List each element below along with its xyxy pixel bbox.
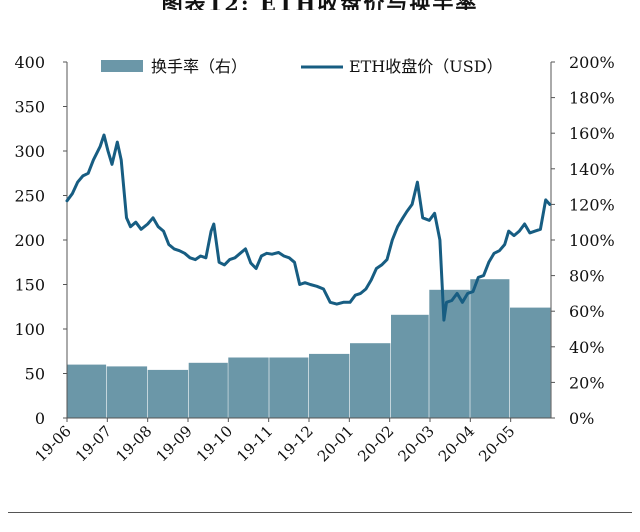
x-tick-label: 20-02 xyxy=(354,422,397,465)
right-tick-label: 20% xyxy=(569,373,605,392)
left-tick-label: 50 xyxy=(25,365,45,384)
x-tick-label: 19-08 xyxy=(112,422,155,465)
turnover-bar xyxy=(147,369,189,418)
turnover-bar xyxy=(510,307,551,418)
right-tick-label: 80% xyxy=(569,267,605,286)
figure-title: 图表12: ETH收盘价与换手率 xyxy=(162,0,479,10)
x-tick-label: 19-06 xyxy=(32,422,75,465)
turnover-bar xyxy=(67,364,107,418)
turnover-bar xyxy=(309,353,350,418)
legend-line-label: ETH收盘价（USD） xyxy=(349,57,503,76)
right-tick-label: 180% xyxy=(569,89,615,108)
price-series-line xyxy=(65,133,552,322)
turnover-bar xyxy=(350,343,391,418)
left-tick-label: 400 xyxy=(14,53,45,72)
x-tick-label: 20-05 xyxy=(475,422,518,465)
x-tick-label: 19-11 xyxy=(233,422,276,465)
x-tick-label: 19-09 xyxy=(153,422,196,465)
legend: 换手率（右） ETH收盘价（USD） xyxy=(101,57,503,76)
left-tick-label: 0 xyxy=(35,409,45,428)
left-tick-label: 250 xyxy=(14,187,45,206)
turnover-bar xyxy=(429,289,470,418)
footer-rule xyxy=(8,512,632,513)
right-tick-label: 200% xyxy=(569,53,615,72)
turnover-bar xyxy=(391,314,429,418)
x-tick-label: 19-10 xyxy=(193,422,236,465)
right-tick-label: 60% xyxy=(569,302,605,321)
x-tick-label: 20-01 xyxy=(314,422,357,465)
turnover-bars xyxy=(67,279,551,418)
left-tick-label: 350 xyxy=(14,98,45,117)
turnover-bar xyxy=(188,362,228,418)
right-tick-label: 100% xyxy=(569,231,615,250)
legend-bar-swatch xyxy=(101,60,143,72)
right-tick-label: 40% xyxy=(569,338,605,357)
x-tick-label: 19-07 xyxy=(72,422,115,465)
right-tick-label: 140% xyxy=(569,160,615,179)
left-tick-label: 100 xyxy=(14,320,45,339)
right-tick-label: 160% xyxy=(569,124,615,143)
x-tick-label: 20-03 xyxy=(395,422,438,465)
price-line xyxy=(65,133,552,322)
turnover-bar xyxy=(106,366,148,418)
turnover-bar xyxy=(269,357,309,418)
x-tick-label: 19-12 xyxy=(274,422,317,465)
right-tick-label: 120% xyxy=(569,195,615,214)
right-tick-label: 0% xyxy=(569,409,594,428)
figure-footer xyxy=(0,512,640,528)
left-tick-label: 150 xyxy=(14,276,45,295)
figure-header: 图表12: ETH收盘价与换手率 xyxy=(0,0,640,10)
turnover-bar xyxy=(228,357,269,418)
x-tick-label: 20-04 xyxy=(435,422,478,465)
turnover-bar xyxy=(470,279,510,418)
left-tick-label: 200 xyxy=(14,231,45,250)
left-tick-label: 300 xyxy=(14,142,45,161)
legend-bar-label: 换手率（右） xyxy=(151,57,247,76)
